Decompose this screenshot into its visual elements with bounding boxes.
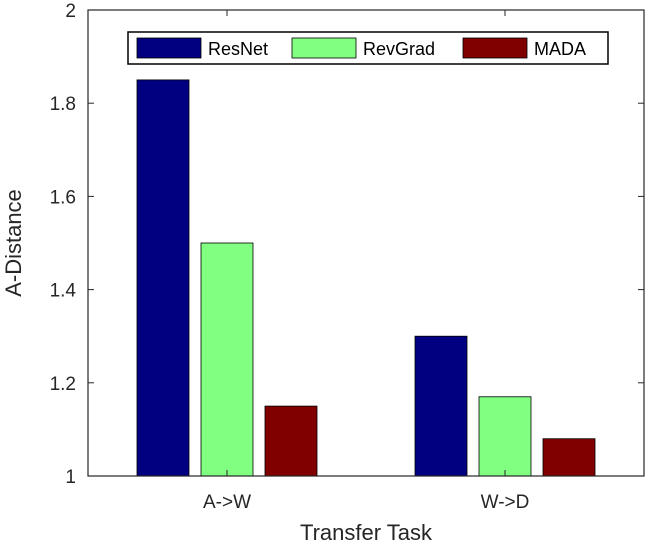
y-tick-label: 1.4	[50, 281, 77, 302]
bar-revgrad-1	[478, 396, 532, 477]
plot-frame	[87, 9, 645, 477]
x-tick-label: A->W	[203, 492, 251, 513]
y-axis-label: A-Distance	[1, 189, 26, 297]
x-ticks: A->W W->D	[203, 10, 529, 513]
bars-layer	[136, 79, 596, 477]
bar-resnet-0	[136, 79, 190, 477]
bar-mada-1	[542, 438, 596, 477]
legend-swatch-revgrad	[291, 37, 357, 59]
bar-revgrad-0	[200, 242, 254, 477]
legend-swatch-mada	[462, 37, 528, 59]
legend-label-resnet: ResNet	[208, 39, 268, 59]
legend-swatch-resnet	[136, 37, 202, 59]
bar-resnet-1	[414, 335, 468, 477]
y-ticks: 1 1.2 1.4 1.6 1.8 2	[50, 1, 644, 488]
x-tick-label: W->D	[481, 492, 530, 513]
legend-label-revgrad: RevGrad	[363, 39, 435, 59]
y-tick-label: 1.6	[50, 187, 76, 208]
axes-layer	[87, 9, 645, 477]
legend-label-mada: MADA	[534, 39, 586, 59]
x-axis-label: Transfer Task	[300, 520, 433, 545]
y-tick-label: 1	[65, 467, 76, 488]
bar-mada-0	[264, 405, 318, 477]
y-tick-label: 1.8	[50, 94, 76, 115]
legend-box	[127, 31, 609, 65]
y-tick-label: 1.2	[50, 374, 76, 395]
y-tick-label: 2	[65, 1, 76, 22]
legend: ResNet RevGrad MADA	[127, 31, 609, 65]
